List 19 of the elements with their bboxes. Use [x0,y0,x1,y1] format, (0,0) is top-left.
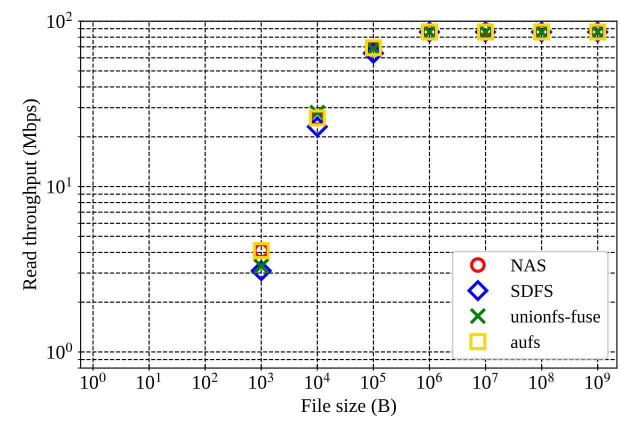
y-tick-label: 10$^{1}$ [48,177,71,194]
x-tick-label: 10$^{5}$ [361,372,386,389]
y-axis-title: Read throughput (Mbps) [22,99,40,290]
legend-label: unionfs-fuse [510,310,600,323]
x-tick-label: 10$^{1}$ [137,372,161,389]
legend-label: NAS [510,259,546,272]
x-tick-label: 10$^{9}$ [586,372,610,389]
x-axis-title: File size (B) [301,398,396,416]
x-tick-label: 10$^{6}$ [417,372,442,389]
y-tick-label: 10$^{2}$ [48,12,72,28]
x-tick-label: 10$^{8}$ [530,372,554,389]
x-tick-label: 10$^{3}$ [249,372,274,389]
x-tick-label: 10$^{4}$ [305,372,330,389]
legend-label: SDFS [512,284,552,298]
legend-label: aufs [511,335,540,348]
y-tick-label: 10$^{0}$ [48,342,72,359]
x-tick-label: 10$^{2}$ [193,372,218,389]
x-tick-label: 10$^{0}$ [81,372,106,389]
x-tick-label: 10$^{7}$ [474,372,498,389]
